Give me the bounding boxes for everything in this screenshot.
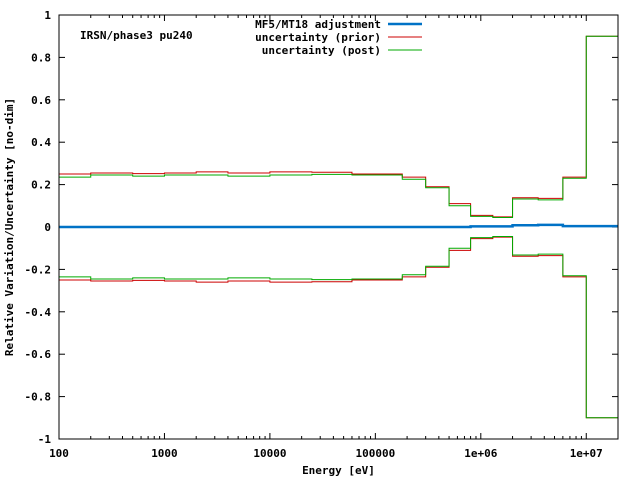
legend-label-adjustment: MF5/MT18 adjustment bbox=[255, 18, 381, 31]
chart-annotation: IRSN/phase3 pu240 bbox=[80, 29, 193, 42]
legend-label-prior: uncertainty (prior) bbox=[255, 31, 381, 44]
y-tick-label: 0.2 bbox=[31, 179, 51, 192]
y-tick-label: -0.8 bbox=[25, 391, 52, 404]
y-tick-label: 1 bbox=[44, 9, 51, 22]
series-line-prior-lower bbox=[59, 236, 618, 419]
y-tick-label: 0 bbox=[44, 221, 51, 234]
plot-frame bbox=[58, 14, 619, 440]
x-tick-label: 10000 bbox=[253, 447, 286, 460]
x-tick-label: 100 bbox=[49, 447, 69, 460]
y-tick-label: -0.6 bbox=[25, 348, 52, 361]
series-layer bbox=[59, 35, 618, 419]
x-tick-label: 1e+07 bbox=[570, 447, 603, 460]
y-tick-label: -0.4 bbox=[25, 306, 52, 319]
y-tick-label: -1 bbox=[38, 433, 52, 446]
y-axis-title: Relative Variation/Uncertainty [no-dim] bbox=[3, 98, 16, 356]
series-line-post-lower bbox=[59, 236, 618, 419]
series-line-prior-upper bbox=[59, 35, 618, 218]
y-tick-label: 0.8 bbox=[31, 51, 51, 64]
x-axis-title: Energy [eV] bbox=[302, 464, 375, 477]
y-tick-label: 0.4 bbox=[31, 136, 51, 149]
y-tick-label: -0.2 bbox=[25, 263, 52, 276]
y-tick-label: 0.6 bbox=[31, 94, 51, 107]
x-tick-label: 1000 bbox=[151, 447, 178, 460]
legend: MF5/MT18 adjustment uncertainty (prior) … bbox=[255, 18, 422, 57]
x-tick-label: 100000 bbox=[355, 447, 395, 460]
x-tick-label: 1e+06 bbox=[464, 447, 497, 460]
series-line-adjustment bbox=[59, 223, 618, 229]
legend-label-post: uncertainty (post) bbox=[262, 44, 381, 57]
series-line-post-upper bbox=[59, 35, 618, 218]
